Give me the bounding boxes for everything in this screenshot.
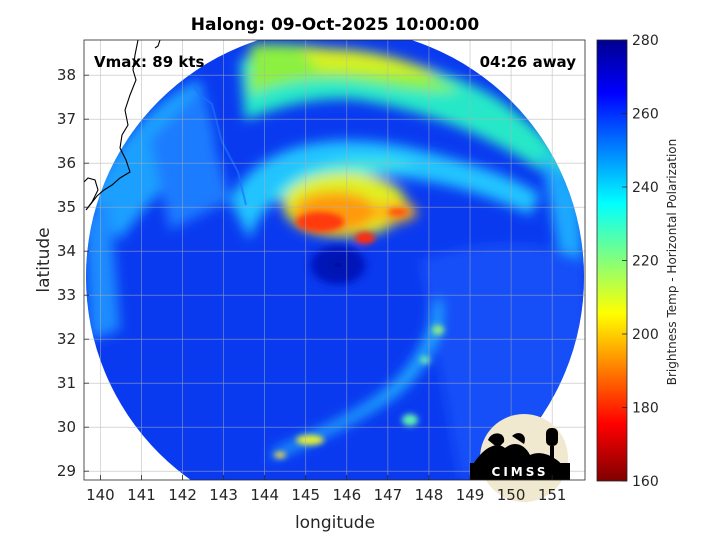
y-tick-label: 29 <box>57 462 76 480</box>
y-tick-label: 34 <box>57 242 76 260</box>
x-tick-label: 144 <box>250 486 279 504</box>
x-tick-label: 143 <box>209 486 238 504</box>
x-tick-label: 141 <box>127 486 156 504</box>
colorbar: 280 260 240 220 200 180 160 Brightness Temp - … <box>596 33 679 490</box>
x-tick-label: 142 <box>168 486 197 504</box>
colorbar-tick-label: 180 <box>632 401 659 417</box>
y-tick-label: 35 <box>57 198 76 216</box>
colorbar-ticks: 280 260 240 220 200 180 160 <box>622 33 659 490</box>
vmax-label: Vmax: 89 kts <box>94 53 204 71</box>
grid-lines <box>84 40 585 480</box>
colorbar-tick-label: 220 <box>632 254 659 270</box>
x-tick-label: 145 <box>291 486 320 504</box>
colorbar-tick-label: 280 <box>632 33 659 49</box>
x-tick-label: 148 <box>415 486 444 504</box>
colorbar-tick-label: 160 <box>632 474 659 490</box>
x-tick-label: 149 <box>456 486 485 504</box>
colorbar-tick-label: 240 <box>632 180 659 196</box>
colorbar-tick-label: 260 <box>632 107 659 123</box>
time-away-label: 04:26 away <box>480 53 577 71</box>
x-tick-label: 151 <box>538 486 567 504</box>
y-tick-label: 32 <box>57 330 76 348</box>
colorbar-tick-label: 200 <box>632 327 659 343</box>
x-tick-label: 147 <box>374 486 403 504</box>
y-tick-label: 38 <box>57 66 76 84</box>
plot-frame <box>83 39 586 481</box>
x-axis-label: longitude <box>295 513 375 533</box>
y-tick-label: 36 <box>57 154 76 172</box>
y-tick-label: 31 <box>57 374 76 392</box>
y-axis-ticks: 29 30 31 32 33 34 35 36 37 38 <box>57 66 89 480</box>
colorbar-label: Brightness Temp - Horizontal Polarizatio… <box>665 139 679 386</box>
coastline <box>84 40 161 211</box>
y-tick-label: 37 <box>57 110 76 128</box>
y-tick-label: 30 <box>57 418 76 436</box>
x-tick-label: 140 <box>86 486 115 504</box>
figure-title: Halong: 09-Oct-2025 10:00:00 <box>191 15 480 35</box>
x-tick-label: 146 <box>332 486 361 504</box>
y-tick-label: 33 <box>57 286 76 304</box>
logo-text: CIMSS <box>492 465 549 479</box>
x-axis-ticks: 140 141 142 143 144 145 146 147 148 149 150 151 <box>86 475 566 504</box>
y-axis-label: latitude <box>34 227 54 292</box>
x-tick-label: 150 <box>497 486 526 504</box>
